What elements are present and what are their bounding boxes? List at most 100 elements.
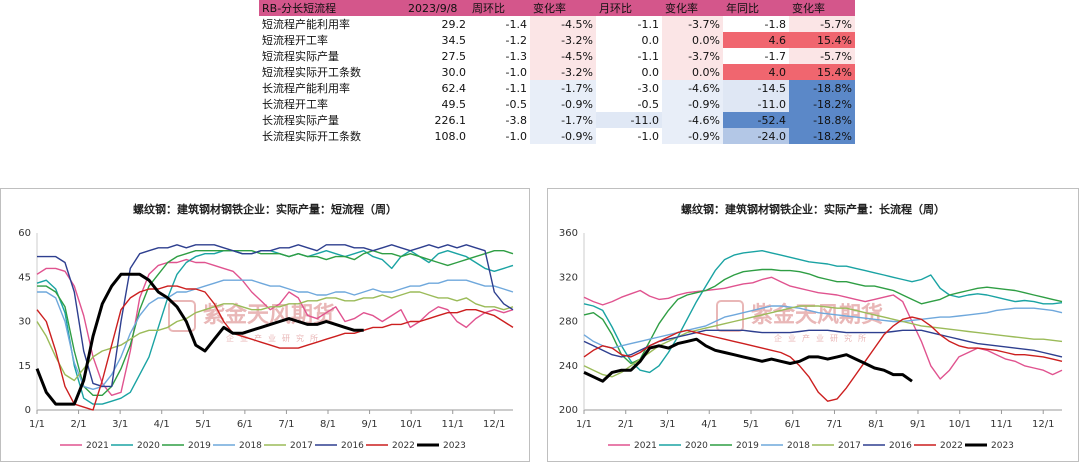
row-label: 短流程产能利用率 — [259, 16, 405, 32]
chart-title: 螺纹钢：建筑钢材钢铁企业：实际产量：长流程（周） — [681, 202, 945, 216]
series-line-2020 — [36, 250, 514, 405]
legend-label: 2020 — [685, 441, 708, 451]
table-header-cell: 2023/9/8 — [405, 0, 469, 16]
table-row: 长流程产能利用率 62.4 -1.1 -1.7% -3.0 -4.6% -14.5 -18.8… — [259, 80, 855, 96]
x-tick-label: 3/1 — [659, 419, 675, 430]
y-tick-label: 200 — [559, 405, 578, 416]
x-tick-label: 12/1 — [1032, 419, 1054, 430]
table-cell: 0.0 — [596, 32, 662, 48]
legend-label: 2022 — [392, 441, 415, 451]
table-cell: -0.5 — [469, 96, 530, 112]
table-cell: 4.0 — [723, 64, 789, 80]
x-tick-label: 6/1 — [785, 419, 801, 430]
legend-label: 2016 — [341, 441, 364, 451]
x-tick-label: 3/1 — [112, 419, 128, 430]
table-cell: -1.0 — [469, 128, 530, 144]
watermark-subtext: 企业产业研究所 — [226, 333, 324, 343]
table-cell: -1.1 — [469, 80, 530, 96]
table-cell: -11.0 — [596, 112, 662, 128]
table-cell: -18.2% — [789, 96, 855, 112]
series-line-2017 — [583, 305, 1063, 378]
row-label: 长流程产能利用率 — [259, 80, 405, 96]
x-tick-label: 9/1 — [362, 419, 378, 430]
table-cell: -18.8% — [789, 112, 855, 128]
table-cell: 0.0 — [596, 64, 662, 80]
watermark-subtext: 企业产业研究所 — [774, 333, 872, 343]
table-cell: -0.9% — [530, 128, 596, 144]
table-header-cell: 年同比 — [723, 0, 789, 16]
x-tick-label: 2/1 — [618, 419, 634, 430]
table-cell: -18.2% — [789, 128, 855, 144]
table-cell: -3.7% — [662, 16, 723, 32]
x-tick-label: 11/1 — [990, 419, 1012, 430]
table-cell: -1.4 — [469, 16, 530, 32]
table-cell: -14.5 — [723, 80, 789, 96]
short-process-chart-panel: 螺纹钢：建筑钢材钢铁企业：实际产量：短流程（周） 紫金天风期货 企业产业研究所 0 15… — [0, 188, 530, 462]
table-header-cell: 周环比 — [469, 0, 530, 16]
table-cell: -0.9% — [662, 128, 723, 144]
legend-label: 2023 — [991, 441, 1014, 451]
table-cell: -1.1 — [596, 48, 662, 64]
y-tick-label: 240 — [559, 361, 578, 372]
x-tick-label: 1/1 — [576, 419, 592, 430]
watermark-logo-icon — [168, 300, 196, 332]
table-cell: -0.9% — [662, 96, 723, 112]
table-header-cell: 变化率 — [662, 0, 723, 16]
legend-label: 2018 — [787, 441, 810, 451]
table-row: 长流程开工率 49.5 -0.5 -0.9% -0.5 -0.9% -11.0 -18.2% — [259, 96, 855, 112]
long-process-chart-panel: 螺纹钢：建筑钢材钢铁企业：实际产量：长流程（周） 紫金天风期货 企业产业研究所 200… — [547, 188, 1079, 462]
table-cell: 0.0% — [662, 32, 723, 48]
row-label: 短流程开工率 — [259, 32, 405, 48]
series-line-2019 — [583, 268, 1063, 365]
table-cell: 0.0% — [662, 64, 723, 80]
x-tick-label: 8/1 — [868, 419, 884, 430]
table-cell: 15.4% — [789, 32, 855, 48]
table-cell: -1.0 — [469, 64, 530, 80]
x-tick-label: 8/1 — [320, 419, 336, 430]
table-cell: 30.0 — [405, 64, 469, 80]
table-row: 短流程实际产量 27.5 -1.3 -4.5% -1.1 -3.7% -1.7 -5.7% — [259, 48, 855, 64]
legend-label: 2020 — [137, 441, 160, 451]
y-tick-label: 0 — [25, 405, 31, 416]
y-tick-label: 30 — [18, 317, 31, 328]
table-cell: -1.7% — [530, 80, 596, 96]
table-cell: -3.2% — [530, 64, 596, 80]
table-cell: -5.7% — [789, 16, 855, 32]
legend-label: 2021 — [86, 441, 109, 451]
y-tick-label: 320 — [559, 272, 578, 283]
series-line-2016 — [37, 244, 514, 388]
x-tick-label: 12/1 — [483, 419, 505, 430]
row-label: 短流程实际产量 — [259, 48, 405, 64]
rb-long-short-process-table: RB-分长短流程 2023/9/8 周环比 变化率 月环比 变化率 年同比 变化率 短流程产能… — [259, 0, 855, 144]
x-tick-label: 5/1 — [195, 419, 211, 430]
table-row: 短流程产能利用率 29.2 -1.4 -4.5% -1.1 -3.7% -1.8 -5.7% — [259, 16, 855, 32]
legend-label: 2019 — [736, 441, 759, 451]
table-cell: -11.0 — [723, 96, 789, 112]
table-cell: 62.4 — [405, 80, 469, 96]
y-tick-label: 360 — [559, 228, 578, 239]
series-line-2023 — [35, 272, 364, 406]
series-line-2023 — [583, 337, 913, 383]
x-tick-label: 7/1 — [826, 419, 842, 430]
x-tick-label: 6/1 — [237, 419, 253, 430]
legend-label: 2017 — [290, 441, 313, 451]
x-tick-label: 5/1 — [743, 419, 759, 430]
x-tick-label: 2/1 — [71, 419, 87, 430]
table-header-cell: 月环比 — [596, 0, 662, 16]
chart-title: 螺纹钢：建筑钢材钢铁企业：实际产量：短流程（周） — [133, 202, 397, 216]
y-tick-label: 15 — [18, 361, 31, 372]
series-line-2017 — [36, 291, 514, 382]
x-tick-label: 7/1 — [278, 419, 294, 430]
y-tick-label: 45 — [18, 272, 31, 283]
table-row: 长流程实际开工条数 108.0 -1.0 -0.9% -1.0 -0.9% -24.0 -18… — [259, 128, 855, 144]
legend-label: 2021 — [634, 441, 657, 451]
legend-label: 2023 — [443, 441, 466, 451]
x-tick-label: 10/1 — [400, 419, 422, 430]
table-cell: -1.7% — [530, 112, 596, 128]
table-cell: -0.5 — [596, 96, 662, 112]
x-tick-label: 4/1 — [701, 419, 717, 430]
table-cell: -18.8% — [789, 80, 855, 96]
legend-label: 2018 — [239, 441, 262, 451]
table-cell: 4.6 — [723, 32, 789, 48]
series-line-2016 — [583, 329, 1063, 358]
